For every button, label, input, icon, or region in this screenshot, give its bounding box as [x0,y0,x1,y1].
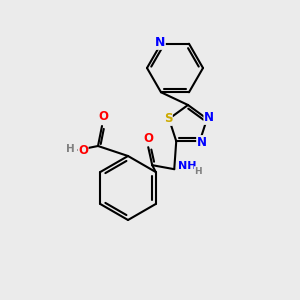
Text: S: S [164,112,172,125]
Text: H: H [66,144,74,154]
Text: O: O [143,132,153,145]
Text: O: O [78,143,88,157]
Text: H: H [194,167,202,176]
Text: O: O [98,110,108,124]
Text: N: N [155,36,165,49]
Text: NH: NH [178,161,196,171]
Text: N: N [204,111,214,124]
Text: N: N [197,136,207,149]
